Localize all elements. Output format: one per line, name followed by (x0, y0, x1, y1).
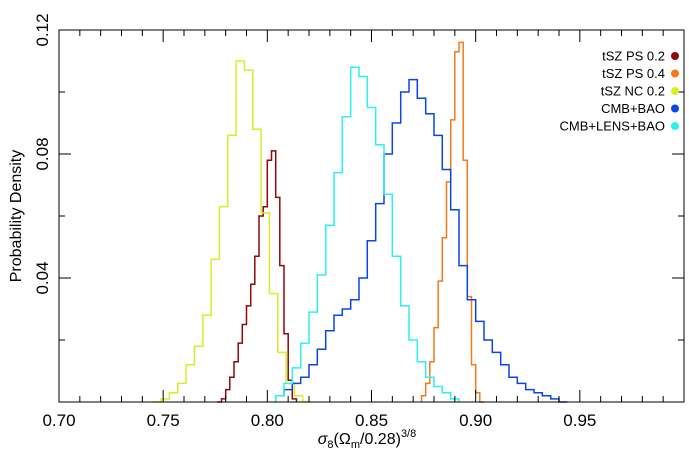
legend-label: tSZ PS 0.4 (602, 66, 665, 81)
x-tick-label: 0.95 (563, 411, 596, 430)
series-line-3 (274, 78, 568, 403)
legend-marker (671, 52, 679, 60)
legend-marker (671, 104, 679, 113)
legend-label: tSZ NC 0.2 (601, 84, 665, 99)
legend: tSZ PS 0.2 tSZ PS 0.4 tSZ NC 0.2 CMB+BAO CMB… (560, 49, 679, 134)
y-tick-label: 0.08 (33, 137, 52, 170)
x-axis-title: σ8(Ωm/0.28)3/8 (318, 428, 416, 451)
series-line-4 (274, 66, 460, 402)
legend-label: CMB+BAO (601, 101, 665, 116)
x-tick-label: 0.70 (42, 411, 75, 430)
series-line-2 (152, 60, 312, 403)
y-tick-label: 0.12 (33, 13, 52, 46)
x-tick-label: 0.80 (251, 411, 284, 430)
series-line-1 (420, 41, 484, 403)
x-tick-label: 0.85 (355, 411, 388, 430)
y-tick-label: 0.04 (33, 261, 52, 294)
legend-label: CMB+LENS+BAO (560, 119, 666, 134)
legend-marker (671, 87, 679, 95)
series-line-0 (217, 150, 298, 403)
plot-frame (58, 29, 685, 403)
legend-label: tSZ PS 0.2 (602, 49, 665, 64)
series-layer (152, 41, 568, 403)
tick-layer: 0.70 0.75 0.80 0.85 0.90 0.95 0.04 0.08 0.12 (33, 13, 685, 430)
x-tick-label: 0.90 (459, 411, 492, 430)
x-tick-label: 0.75 (147, 411, 180, 430)
legend-marker (671, 122, 679, 130)
legend-marker (671, 69, 679, 78)
y-axis-title: Probability Density (8, 150, 25, 283)
